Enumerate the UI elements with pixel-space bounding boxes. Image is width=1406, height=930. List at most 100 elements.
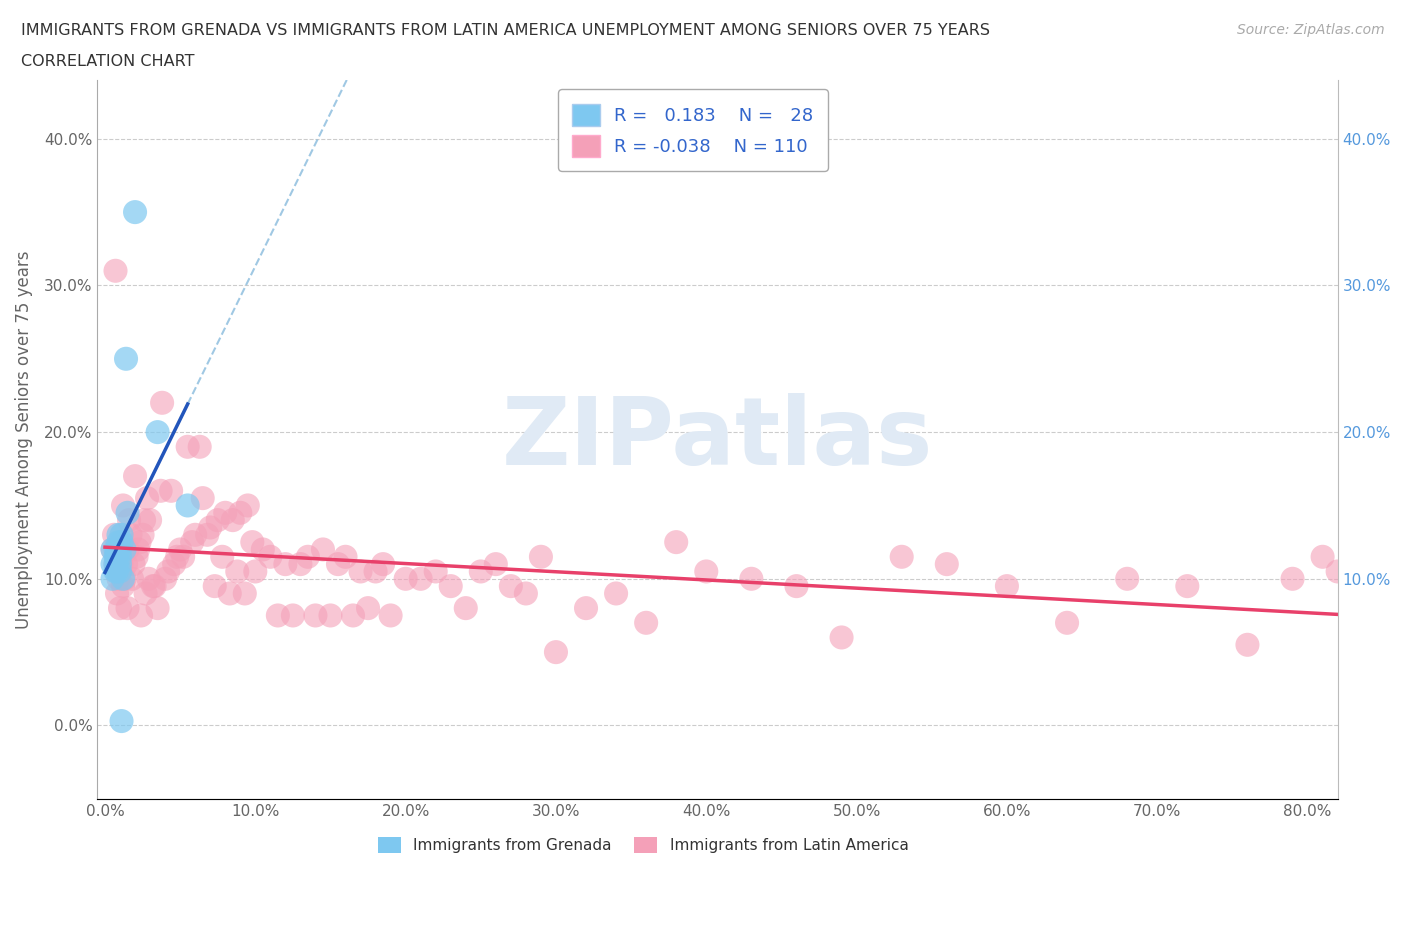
Point <box>101 571 124 586</box>
Point <box>454 601 477 616</box>
Point <box>218 586 240 601</box>
Point <box>1056 616 1078 631</box>
Point <box>105 564 128 578</box>
Point <box>281 608 304 623</box>
Point <box>114 542 136 557</box>
Point <box>117 601 139 616</box>
Point <box>101 542 124 557</box>
Point <box>110 535 132 550</box>
Point <box>127 542 149 557</box>
Point <box>326 557 349 572</box>
Point <box>636 616 658 631</box>
Point <box>117 505 139 520</box>
Point <box>1236 637 1258 652</box>
Point <box>160 484 183 498</box>
Point <box>105 586 128 601</box>
Point <box>122 557 145 572</box>
Point <box>1326 564 1348 578</box>
Point <box>409 571 432 586</box>
Point <box>118 512 141 527</box>
Point <box>138 571 160 586</box>
Point <box>139 512 162 527</box>
Point <box>131 527 153 542</box>
Point <box>1175 578 1198 593</box>
Point <box>115 352 138 366</box>
Point <box>245 564 267 578</box>
Point <box>575 601 598 616</box>
Point <box>143 578 166 593</box>
Point <box>226 564 249 578</box>
Point <box>252 542 274 557</box>
Text: CORRELATION CHART: CORRELATION CHART <box>21 54 194 69</box>
Point <box>499 578 522 593</box>
Point <box>169 542 191 557</box>
Point <box>236 498 259 513</box>
Text: IMMIGRANTS FROM GRENADA VS IMMIGRANTS FROM LATIN AMERICA UNEMPLOYMENT AMONG SENI: IMMIGRANTS FROM GRENADA VS IMMIGRANTS FR… <box>21 23 990 38</box>
Point <box>995 578 1018 593</box>
Point <box>335 550 357 565</box>
Point <box>211 550 233 565</box>
Point <box>110 557 132 572</box>
Point <box>485 557 508 572</box>
Point <box>108 601 131 616</box>
Point <box>204 578 226 593</box>
Point <box>665 535 688 550</box>
Point <box>605 586 627 601</box>
Point <box>935 557 957 572</box>
Point <box>105 557 128 572</box>
Point <box>120 527 142 542</box>
Point <box>104 550 127 565</box>
Point <box>831 630 853 644</box>
Point <box>107 571 129 586</box>
Point <box>132 512 155 527</box>
Point <box>104 263 127 278</box>
Point <box>125 550 148 565</box>
Text: ZIPatlas: ZIPatlas <box>502 393 934 485</box>
Point <box>110 713 132 728</box>
Point <box>184 527 207 542</box>
Point <box>121 571 143 586</box>
Point <box>240 535 263 550</box>
Point <box>1341 630 1364 644</box>
Point <box>104 557 127 572</box>
Point <box>200 520 222 535</box>
Point <box>115 557 138 572</box>
Point <box>153 571 176 586</box>
Point <box>112 571 135 586</box>
Point <box>108 542 131 557</box>
Point <box>1281 571 1303 586</box>
Point <box>110 527 132 542</box>
Point <box>107 527 129 542</box>
Point <box>105 542 128 557</box>
Point <box>128 535 150 550</box>
Legend: Immigrants from Grenada, Immigrants from Latin America: Immigrants from Grenada, Immigrants from… <box>371 831 914 859</box>
Point <box>157 564 180 578</box>
Point <box>176 439 198 454</box>
Point <box>135 586 157 601</box>
Point <box>229 505 252 520</box>
Point <box>112 578 135 593</box>
Point <box>149 484 172 498</box>
Point <box>380 608 402 623</box>
Point <box>114 571 136 586</box>
Point <box>112 498 135 513</box>
Point <box>274 557 297 572</box>
Text: Source: ZipAtlas.com: Source: ZipAtlas.com <box>1237 23 1385 37</box>
Point <box>166 550 188 565</box>
Point <box>267 608 290 623</box>
Point <box>440 578 463 593</box>
Point <box>349 564 371 578</box>
Point <box>259 550 281 565</box>
Point <box>104 557 127 572</box>
Point <box>342 608 364 623</box>
Point <box>297 550 319 565</box>
Point <box>108 564 131 578</box>
Point <box>530 550 553 565</box>
Point <box>195 527 218 542</box>
Point <box>104 542 127 557</box>
Point <box>136 491 159 506</box>
Point <box>146 425 169 440</box>
Point <box>395 571 418 586</box>
Point <box>191 491 214 506</box>
Point <box>371 557 394 572</box>
